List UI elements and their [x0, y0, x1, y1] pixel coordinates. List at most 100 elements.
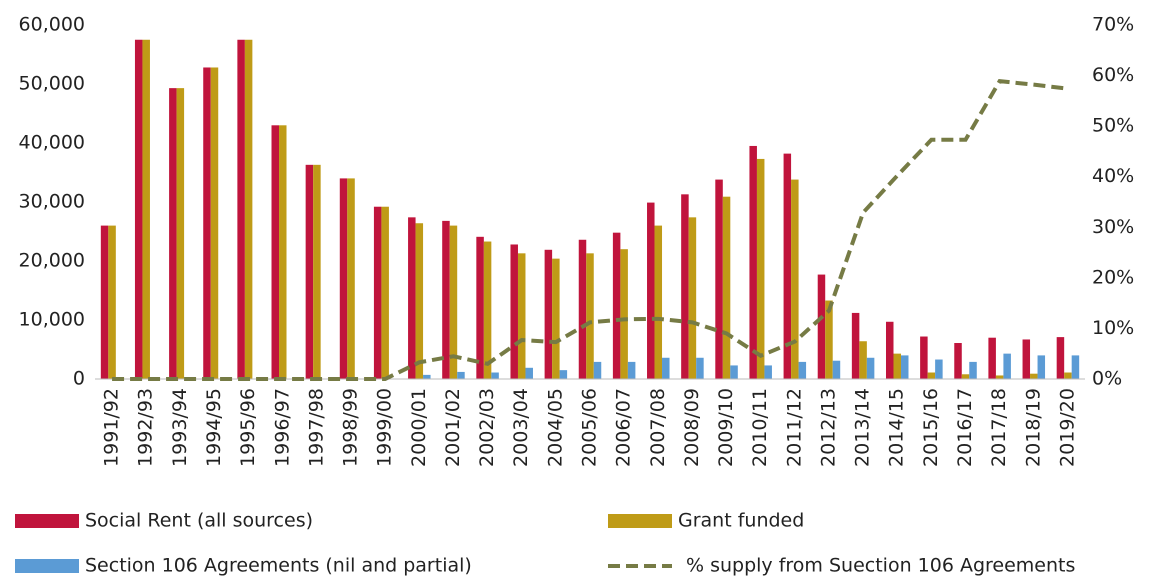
- bar: [1037, 355, 1046, 379]
- bar: [722, 196, 731, 379]
- x-tick-label: 1997/98: [305, 388, 327, 467]
- x-tick-label: 2003/04: [510, 388, 532, 467]
- x-tick-label: 2011/12: [783, 388, 805, 467]
- x-tick-label: 2004/05: [544, 388, 566, 467]
- bar: [1022, 339, 1031, 379]
- bar: [169, 88, 177, 379]
- x-tick-label: 1996/97: [271, 388, 293, 467]
- bar: [988, 337, 996, 379]
- x-tick-label: 1993/94: [169, 388, 191, 467]
- x-tick-label: 1991/92: [101, 388, 123, 467]
- y2-tick-label: 0%: [1092, 368, 1122, 390]
- bar: [696, 357, 704, 379]
- bar: [176, 88, 185, 379]
- bar: [662, 357, 670, 379]
- x-tick-label: 2014/15: [886, 388, 908, 467]
- bar: [885, 321, 894, 379]
- bar: [749, 145, 757, 379]
- x-tick-label: 1995/96: [237, 388, 259, 467]
- bar: [817, 274, 826, 379]
- x-tick-label: 2000/01: [408, 388, 430, 467]
- legend-label: Social Rent (all sources): [85, 510, 313, 532]
- legend-swatch: [608, 514, 672, 528]
- bar: [510, 244, 518, 379]
- legend-swatch: [15, 514, 79, 528]
- x-tick-label: 2002/03: [476, 388, 498, 467]
- bar: [715, 179, 723, 379]
- bar: [764, 365, 772, 379]
- bar: [279, 125, 287, 379]
- legend-label: Section 106 Agreements (nil and partial): [85, 555, 472, 577]
- bar: [681, 194, 689, 379]
- x-tick-label: 2016/17: [954, 388, 976, 467]
- bar: [305, 164, 314, 379]
- bar: [517, 253, 526, 379]
- y2-tick-label: 20%: [1092, 266, 1134, 288]
- y2-tick-label: 10%: [1092, 317, 1134, 339]
- x-tick-label: 2013/14: [852, 388, 874, 467]
- bar: [408, 217, 416, 379]
- bar: [900, 355, 909, 379]
- bar: [791, 179, 799, 379]
- y-tick-label: 10,000: [19, 309, 85, 331]
- bar: [210, 67, 219, 379]
- legend-label: Grant funded: [678, 510, 804, 532]
- line-series: [112, 79, 1069, 381]
- bar: [578, 239, 587, 379]
- bar: [688, 217, 697, 379]
- bar: [134, 39, 143, 379]
- bar: [373, 206, 382, 379]
- bar: [347, 178, 355, 379]
- bar: [237, 39, 245, 379]
- bar: [559, 370, 568, 379]
- y-tick-label: 50,000: [19, 73, 85, 95]
- bar: [995, 375, 1004, 379]
- bar: [100, 225, 109, 379]
- bar: [1056, 337, 1065, 379]
- x-tick-label: 2008/09: [681, 388, 703, 467]
- x-tick-label: 2006/07: [613, 388, 635, 467]
- x-tick-label: 2015/16: [920, 388, 942, 467]
- bar: [627, 361, 636, 379]
- bar: [586, 253, 594, 379]
- bar: [920, 336, 928, 379]
- bar: [654, 225, 663, 379]
- bar: [108, 225, 116, 379]
- x-tick-label: 2009/10: [715, 388, 737, 467]
- bar: [457, 371, 465, 379]
- bar: [893, 353, 901, 379]
- y2-tick-label: 30%: [1092, 216, 1134, 238]
- bar: [244, 39, 253, 379]
- bar: [525, 367, 533, 379]
- legend-label: % supply from Suection 106 Agreements: [686, 555, 1075, 577]
- bar: [381, 206, 389, 379]
- bar: [142, 39, 150, 379]
- bar: [449, 225, 458, 379]
- bar: [612, 232, 621, 379]
- bar: [203, 67, 211, 379]
- y-tick-label: 40,000: [19, 132, 85, 154]
- bar: [271, 125, 280, 379]
- bar: [866, 357, 875, 379]
- bar: [1064, 372, 1072, 379]
- x-tick-label: 1992/93: [135, 388, 157, 467]
- bar: [415, 223, 424, 379]
- bar: [954, 343, 962, 379]
- bar: [1003, 353, 1011, 379]
- bar: [969, 361, 977, 379]
- bar: [851, 312, 860, 379]
- y-tick-label: 60,000: [19, 14, 85, 36]
- x-tick-label: 1999/00: [374, 388, 396, 467]
- bar: [423, 374, 431, 379]
- bar: [859, 341, 867, 379]
- x-tick-label: 2018/19: [1022, 388, 1044, 467]
- bar: [927, 372, 936, 379]
- x-tick-label: 1994/95: [203, 388, 225, 467]
- bar: [832, 360, 841, 379]
- y2-tick-label: 50%: [1092, 115, 1134, 137]
- x-tick-label: 1998/99: [340, 388, 362, 467]
- bar: [798, 361, 807, 379]
- bar: [483, 241, 492, 379]
- y-tick-label: 0: [73, 368, 85, 390]
